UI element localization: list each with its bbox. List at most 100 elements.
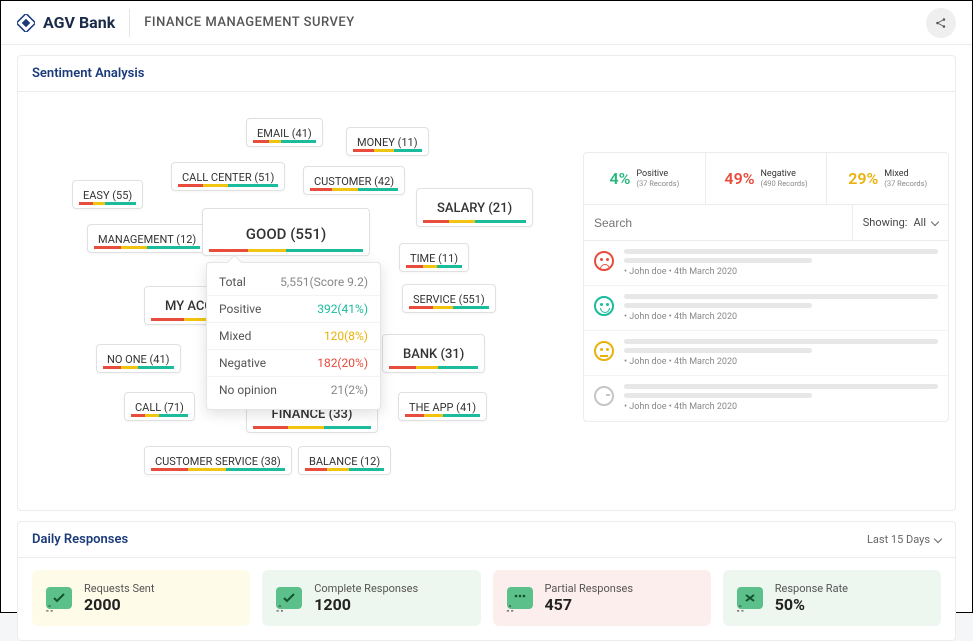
app-root: AGV Bank FINANCE MANAGEMENT SURVEY Senti… xyxy=(0,0,973,613)
sentiment-header: Sentiment Analysis xyxy=(18,56,955,92)
card-comp-value: 1200 xyxy=(314,595,418,614)
popover-row: Total5,551(Score 9.2) xyxy=(207,269,380,295)
showing-select[interactable]: Showing: All xyxy=(852,205,948,240)
stat-mixed[interactable]: 29% Mixed(37 Records) xyxy=(827,153,948,204)
stat-negative-label: Negative(490 Records) xyxy=(761,169,808,189)
chip-callcenter[interactable]: CALL CENTER (51) xyxy=(171,162,285,191)
daily-body: ஃ Requests Sent 2000 ஃ Complete Response… xyxy=(18,558,955,640)
card-part-value: 457 xyxy=(545,595,634,614)
complete-icon: ஃ xyxy=(276,587,302,609)
feedback-item[interactable]: • John doe • 4th March 2020 xyxy=(584,286,948,331)
popover-row: Positive392(41%) xyxy=(207,295,380,322)
stat-positive[interactable]: 4% Positive(37 Records) xyxy=(584,153,706,204)
brand[interactable]: AGV Bank xyxy=(17,13,115,32)
chevron-down-icon xyxy=(931,217,939,225)
face-yellow-icon xyxy=(594,341,614,361)
popover-row: Negative182(20%) xyxy=(207,349,380,376)
feedback-text-line xyxy=(624,384,938,389)
period-label: Last 15 Days xyxy=(867,533,930,546)
feedback-meta: • John doe • 4th March 2020 xyxy=(624,402,938,412)
popover-row: Mixed120(8%) xyxy=(207,322,380,349)
card-requests-sent[interactable]: ஃ Requests Sent 2000 xyxy=(32,570,250,626)
chip-balance[interactable]: BALANCE (12) xyxy=(298,446,391,475)
feedback-text-line xyxy=(624,258,812,263)
card-sent-value: 2000 xyxy=(84,595,154,614)
card-response-rate[interactable]: ஃ Response Rate 50% xyxy=(723,570,941,626)
feedback-body: • John doe • 4th March 2020 xyxy=(624,249,938,277)
chip-money[interactable]: MONEY (11) xyxy=(346,127,429,156)
chip-bank[interactable]: BANK (31) xyxy=(382,334,485,373)
chip-customer[interactable]: CUSTOMER (42) xyxy=(303,166,405,195)
card-part-label: Partial Responses xyxy=(545,582,634,595)
card-rate-label: Response Rate xyxy=(775,582,848,595)
feedback-meta: • John doe • 4th March 2020 xyxy=(624,357,938,367)
card-comp-label: Complete Responses xyxy=(314,582,418,595)
chip-custsvc[interactable]: CUSTOMER SERVICE (38) xyxy=(144,446,292,475)
chevron-down-icon xyxy=(934,534,942,542)
chip-time[interactable]: TIME (11) xyxy=(399,243,469,272)
period-select[interactable]: Last 15 Days xyxy=(867,533,941,546)
sentiment-body: Total5,551(Score 9.2)Positive392(41%)Mix… xyxy=(18,92,955,510)
stat-row: 4% Positive(37 Records) 49% Negative(490… xyxy=(584,153,948,205)
chip-popover: Total5,551(Score 9.2)Positive392(41%)Mix… xyxy=(206,262,381,410)
chip-service[interactable]: SERVICE (551) xyxy=(402,284,496,313)
face-green-icon xyxy=(594,296,614,316)
chip-salary[interactable]: SALARY (21) xyxy=(416,188,533,227)
popover-row: No opinion21(2%) xyxy=(207,376,380,403)
chip-easy[interactable]: EASY (55) xyxy=(72,180,143,209)
card-partial-responses[interactable]: ஃ Partial Responses 457 xyxy=(493,570,711,626)
chip-email[interactable]: EMAIL (41) xyxy=(246,118,323,147)
share-icon xyxy=(934,16,948,30)
share-button[interactable] xyxy=(926,8,956,38)
sentiment-cloud: Total5,551(Score 9.2)Positive392(41%)Mix… xyxy=(24,100,575,494)
stat-negative[interactable]: 49% Negative(490 Records) xyxy=(706,153,828,204)
feedback-text-line xyxy=(624,294,938,299)
partial-icon: ஃ xyxy=(507,587,533,609)
stat-mixed-pct: 29% xyxy=(848,169,878,188)
chip-call[interactable]: CALL (71) xyxy=(124,392,195,421)
chip-theapp[interactable]: THE APP (41) xyxy=(398,392,487,421)
stat-positive-pct: 4% xyxy=(609,169,630,188)
feedback-item[interactable]: • John doe • 4th March 2020 xyxy=(584,241,948,286)
search-row: Showing: All xyxy=(584,205,948,241)
daily-header: Daily Responses Last 15 Days xyxy=(18,522,955,558)
stat-mixed-label: Mixed(37 Records) xyxy=(884,169,927,189)
sentiment-section: Sentiment Analysis Total5,551(Score 9.2)… xyxy=(17,55,956,511)
rate-icon: ஃ xyxy=(737,587,763,609)
chip-good[interactable]: GOOD (551) xyxy=(202,208,370,256)
feedback-body: • John doe • 4th March 2020 xyxy=(624,294,938,322)
feedback-panel: 4% Positive(37 Records) 49% Negative(490… xyxy=(583,152,949,422)
stat-positive-label: Positive(37 Records) xyxy=(636,169,679,189)
sentiment-title: Sentiment Analysis xyxy=(32,66,144,81)
face-red-icon xyxy=(594,251,614,271)
feedback-meta: • John doe • 4th March 2020 xyxy=(624,312,938,322)
feedback-text-line xyxy=(624,393,812,398)
feedback-item[interactable]: • John doe • 4th March 2020 xyxy=(584,376,948,420)
card-sent-label: Requests Sent xyxy=(84,582,154,595)
face-grey-icon xyxy=(594,386,614,406)
topbar-left: AGV Bank FINANCE MANAGEMENT SURVEY xyxy=(17,9,355,37)
brand-name: AGV Bank xyxy=(43,13,115,32)
feedback-meta: • John doe • 4th March 2020 xyxy=(624,267,938,277)
feedback-text-line xyxy=(624,339,938,344)
topbar: AGV Bank FINANCE MANAGEMENT SURVEY xyxy=(1,1,972,45)
stat-negative-pct: 49% xyxy=(724,169,754,188)
feedback-body: • John doe • 4th March 2020 xyxy=(624,339,938,367)
topbar-divider xyxy=(129,9,130,37)
feedback-body: • John doe • 4th March 2020 xyxy=(624,384,938,412)
card-rate-value: 50% xyxy=(775,595,848,614)
page-title: FINANCE MANAGEMENT SURVEY xyxy=(144,15,354,30)
showing-label: Showing: xyxy=(863,216,908,229)
sent-icon: ஃ xyxy=(46,587,72,609)
feedback-item[interactable]: • John doe • 4th March 2020 xyxy=(584,331,948,376)
daily-section: Daily Responses Last 15 Days ஃ Requests … xyxy=(17,521,956,641)
chip-management[interactable]: MANAGEMENT (12) xyxy=(87,224,207,253)
card-complete-responses[interactable]: ஃ Complete Responses 1200 xyxy=(262,570,480,626)
showing-value: All xyxy=(913,216,926,229)
search-input[interactable] xyxy=(584,205,852,240)
feedback-list: • John doe • 4th March 2020 • John doe • … xyxy=(584,241,948,420)
brand-logo-icon xyxy=(17,14,35,32)
chip-noone[interactable]: NO ONE (41) xyxy=(96,344,181,373)
feedback-text-line xyxy=(624,303,812,308)
feedback-text-line xyxy=(624,249,938,254)
